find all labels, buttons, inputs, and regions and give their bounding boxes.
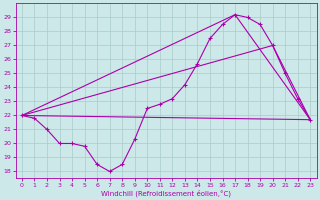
- X-axis label: Windchill (Refroidissement éolien,°C): Windchill (Refroidissement éolien,°C): [101, 189, 231, 197]
